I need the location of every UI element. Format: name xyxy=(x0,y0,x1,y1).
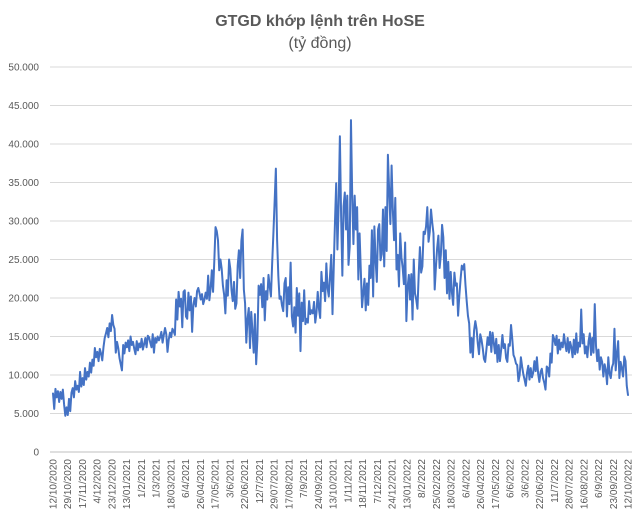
x-tick-label: 12/7/2021 xyxy=(255,459,266,504)
series-group xyxy=(52,119,629,417)
x-tick-label: 6/6/2022 xyxy=(506,459,517,498)
x-tick-label: 23/09/2022 xyxy=(609,459,620,509)
x-tick-label: 24/12/2021 xyxy=(388,459,399,509)
x-tick-label: 7/9/2021 xyxy=(299,459,310,498)
x-tick-label: 22/06/2021 xyxy=(240,459,251,509)
chart-title: GTGD khớp lệnh trên HoSE xyxy=(215,13,425,30)
x-tick-label: 17/11/2020 xyxy=(78,459,89,509)
y-tick-label: 0 xyxy=(33,448,39,459)
x-tick-label: 13/01/2022 xyxy=(402,459,413,509)
y-axis-ticks: 0 5.000 10.000 15.000 20.000 25.000 30.000 35.0… xyxy=(8,63,39,459)
x-tick-label: 6/4/2021 xyxy=(181,459,192,498)
x-tick-label: 11/7/2022 xyxy=(550,459,561,503)
x-tick-label: 17/05/2021 xyxy=(211,459,222,509)
x-tick-label: 29/07/2021 xyxy=(270,459,281,509)
y-tick-label: 15.000 xyxy=(8,332,39,343)
y-tick-label: 40.000 xyxy=(8,140,39,151)
chart-subtitle: (tỷ đồng) xyxy=(288,35,351,52)
x-axis-ticks: 12/10/2020 29/10/2020 17/11/2020 4/12/2020 2… xyxy=(49,459,635,509)
x-tick-label: 18/03/2021 xyxy=(166,459,177,509)
x-tick-label: 3/6/2021 xyxy=(225,459,236,498)
x-tick-label: 6/4/2022 xyxy=(461,459,472,498)
x-tick-label: 3/6/2022 xyxy=(520,459,531,498)
x-tick-label: 6/9/2022 xyxy=(594,459,605,498)
y-tick-label: 20.000 xyxy=(8,294,39,305)
y-tick-label: 30.000 xyxy=(8,217,39,228)
x-tick-label: 26/04/2021 xyxy=(196,459,207,509)
x-tick-label: 13/01/2021 xyxy=(122,459,133,509)
y-tick-label: 5.000 xyxy=(14,409,39,420)
x-tick-label: 4/12/2020 xyxy=(93,459,104,504)
y-tick-label: 25.000 xyxy=(8,255,39,266)
x-tick-label: 24/09/2021 xyxy=(314,459,325,509)
gridlines xyxy=(50,66,632,453)
x-tick-label: 1/11/2021 xyxy=(343,459,354,503)
x-tick-label: 29/10/2020 xyxy=(63,459,74,509)
x-tick-label: 12/10/2020 xyxy=(49,459,60,509)
x-tick-label: 8/2/2022 xyxy=(417,459,428,498)
x-tick-label: 18/03/2022 xyxy=(447,459,458,509)
x-tick-label: 1/2/2021 xyxy=(137,459,148,498)
x-tick-label: 13/10/2021 xyxy=(329,459,340,509)
x-tick-label: 25/02/2022 xyxy=(432,459,443,509)
y-tick-label: 35.000 xyxy=(8,178,39,189)
x-tick-label: 17/08/2021 xyxy=(284,459,295,509)
x-tick-label: 17/05/2022 xyxy=(491,459,502,509)
y-tick-label: 45.000 xyxy=(8,101,39,112)
x-tick-label: 28/07/2022 xyxy=(565,459,576,509)
x-tick-label: 22/06/2022 xyxy=(535,459,546,509)
x-tick-label: 26/04/2022 xyxy=(476,459,487,509)
x-tick-label: 1/3/2021 xyxy=(152,459,163,498)
x-tick-label: 16/08/2022 xyxy=(579,459,590,509)
y-tick-label: 10.000 xyxy=(8,371,39,382)
x-tick-label: 23/12/2020 xyxy=(107,459,118,509)
x-tick-label: 18/11/2021 xyxy=(358,459,369,509)
x-tick-label: 7/12/2021 xyxy=(373,459,384,504)
y-tick-label: 50.000 xyxy=(8,63,39,74)
x-tick-label: 12/10/2022 xyxy=(624,459,635,509)
series-line xyxy=(52,119,629,417)
